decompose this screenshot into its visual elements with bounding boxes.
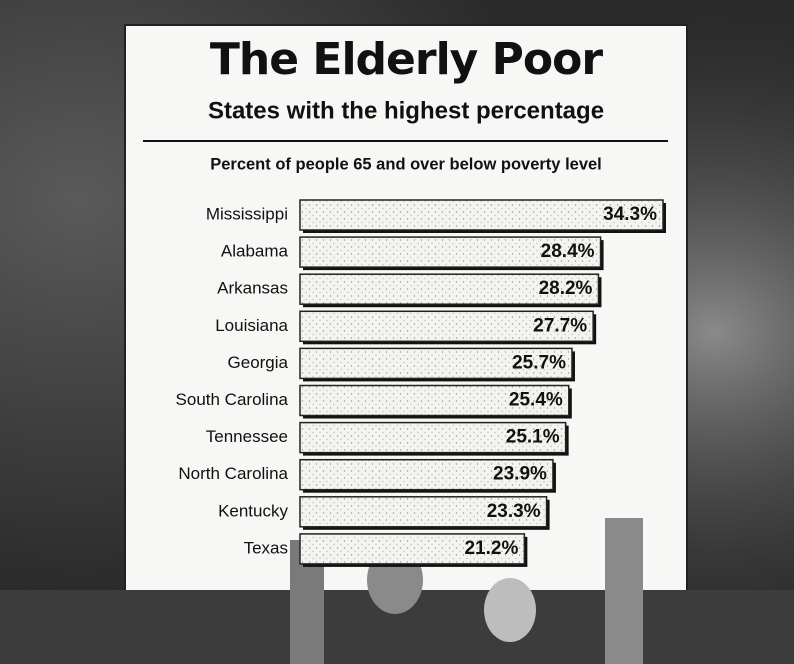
category-label: Kentucky: [218, 501, 288, 520]
value-label: 28.2%: [539, 278, 593, 299]
category-label: Mississippi: [206, 204, 288, 223]
category-label: North Carolina: [178, 464, 288, 483]
photo-person: [484, 578, 536, 642]
value-label: 21.2%: [464, 538, 518, 559]
axis-label: Percent of people 65 and over below pove…: [210, 155, 602, 173]
category-label: Tennessee: [206, 427, 288, 446]
category-label: South Carolina: [176, 390, 289, 409]
value-label: 23.9%: [493, 464, 547, 485]
category-label: Georgia: [228, 353, 289, 372]
value-label: 34.3%: [603, 204, 657, 225]
value-label: 25.4%: [509, 390, 563, 411]
chart-subtitle: States with the highest percentage: [208, 97, 604, 124]
value-label: 25.1%: [506, 427, 560, 448]
chart-title: The Elderly Poor: [210, 34, 603, 85]
page: {"chart_data": {"type": "bar", "orientat…: [0, 0, 794, 664]
value-label: 23.3%: [487, 501, 541, 522]
value-label: 25.7%: [512, 352, 566, 373]
chart: The Elderly Poor States with the highest…: [0, 0, 794, 664]
photo-post: [605, 518, 643, 664]
value-label: 28.4%: [541, 241, 595, 262]
category-label: Louisiana: [215, 316, 288, 335]
category-label: Arkansas: [217, 279, 288, 298]
category-label: Texas: [244, 538, 288, 557]
category-label: Alabama: [221, 242, 289, 261]
value-label: 27.7%: [533, 315, 587, 336]
